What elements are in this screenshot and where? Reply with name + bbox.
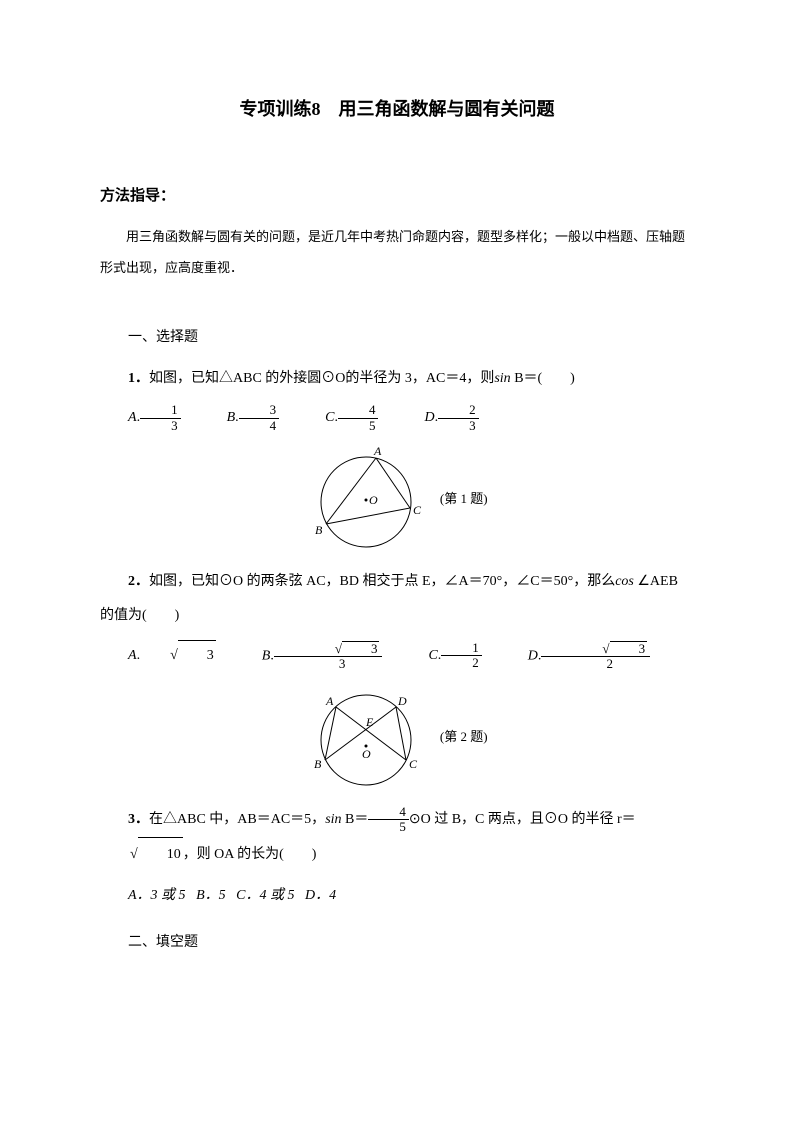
q1-sin: sin: [494, 371, 510, 386]
q3-opt-d: D．4: [305, 888, 336, 903]
svg-text:D: D: [397, 694, 407, 708]
q3-opt-c: C．4 或 5: [236, 888, 294, 903]
q3-text-b: ⊙O 过 B，C 两点，且⊙O 的半径 r＝: [409, 812, 636, 827]
question-2: 2．如图，已知⊙O 的两条弦 AC，BD 相交于点 E，∠A＝70°，∠C＝50…: [100, 565, 694, 632]
q2-cos: cos: [615, 574, 634, 589]
q1-text-b: B＝( ): [511, 371, 575, 386]
q3-sin: sin: [325, 812, 341, 827]
q3-opt-a: A．3 或 5: [128, 888, 186, 903]
q3-options: A．3 或 5 B．5 C．4 或 5 D．4: [100, 879, 694, 913]
q1-text-a: 如图，已知△ABC 的外接圆⊙O的半径为 3，AC＝4，则: [149, 371, 494, 386]
q2-options: A.3 B.33 C.12 D.32: [100, 640, 694, 672]
method-intro: 用三角函数解与圆有关的问题，是近几年中考热门命题内容，题型多样化；一般以中档题、…: [100, 221, 694, 283]
section-2-heading: 二、填空题: [100, 928, 694, 959]
q3-opt-b: B．5: [196, 888, 226, 903]
q1-diagram-svg: O A B C: [306, 442, 426, 557]
q1-num: 1．: [128, 371, 149, 386]
q2-text-a: 如图，已知⊙O 的两条弦 AC，BD 相交于点 E，∠A＝70°，∠C＝50°，…: [149, 574, 615, 589]
svg-text:E: E: [365, 715, 374, 729]
q1-opt-d: D.23: [396, 403, 478, 434]
svg-text:A: A: [325, 694, 334, 708]
question-3: 3．在△ABC 中，AB＝AC＝5，sin B＝45⊙O 过 B，C 两点，且⊙…: [100, 803, 694, 871]
svg-text:A: A: [373, 444, 382, 458]
svg-text:O: O: [369, 493, 378, 507]
q2-opt-b: B.33: [234, 641, 383, 672]
svg-text:B: B: [314, 757, 322, 771]
q1-opt-b: B.34: [199, 403, 280, 434]
svg-text:O: O: [362, 747, 371, 761]
q2-opt-a: A.3: [100, 640, 216, 672]
figure-2: A B C D E O (第 2 题): [100, 680, 694, 795]
q2-opt-d: D.32: [500, 641, 650, 672]
fig2-caption: (第 2 题): [440, 729, 488, 744]
q1-options: A.13 B.34 C.45 D.23: [100, 403, 694, 434]
method-heading: 方法指导：: [100, 180, 694, 213]
q3-text-mid: B＝: [342, 812, 369, 827]
q2-diagram-svg: A B C D E O: [306, 680, 426, 795]
q1-opt-c: C.45: [297, 403, 378, 434]
svg-text:C: C: [409, 757, 418, 771]
svg-text:C: C: [413, 503, 422, 517]
q1-opt-a: A.13: [100, 403, 181, 434]
svg-text:B: B: [315, 523, 323, 537]
question-1: 1．如图，已知△ABC 的外接圆⊙O的半径为 3，AC＝4，则sin B＝( ): [100, 362, 694, 396]
section-1-heading: 一、选择题: [100, 323, 694, 354]
q2-num: 2．: [128, 574, 149, 589]
figure-1: O A B C (第 1 题): [100, 442, 694, 557]
fig1-caption: (第 1 题): [440, 491, 488, 506]
q3-text-c: ，则 OA 的长为( ): [183, 847, 317, 862]
page-title: 专项训练8 用三角函数解与圆有关问题: [100, 90, 694, 130]
q2-opt-c: C.12: [400, 641, 481, 672]
q3-num: 3．: [128, 812, 149, 827]
q3-text-a: 在△ABC 中，AB＝AC＝5，: [149, 812, 325, 827]
